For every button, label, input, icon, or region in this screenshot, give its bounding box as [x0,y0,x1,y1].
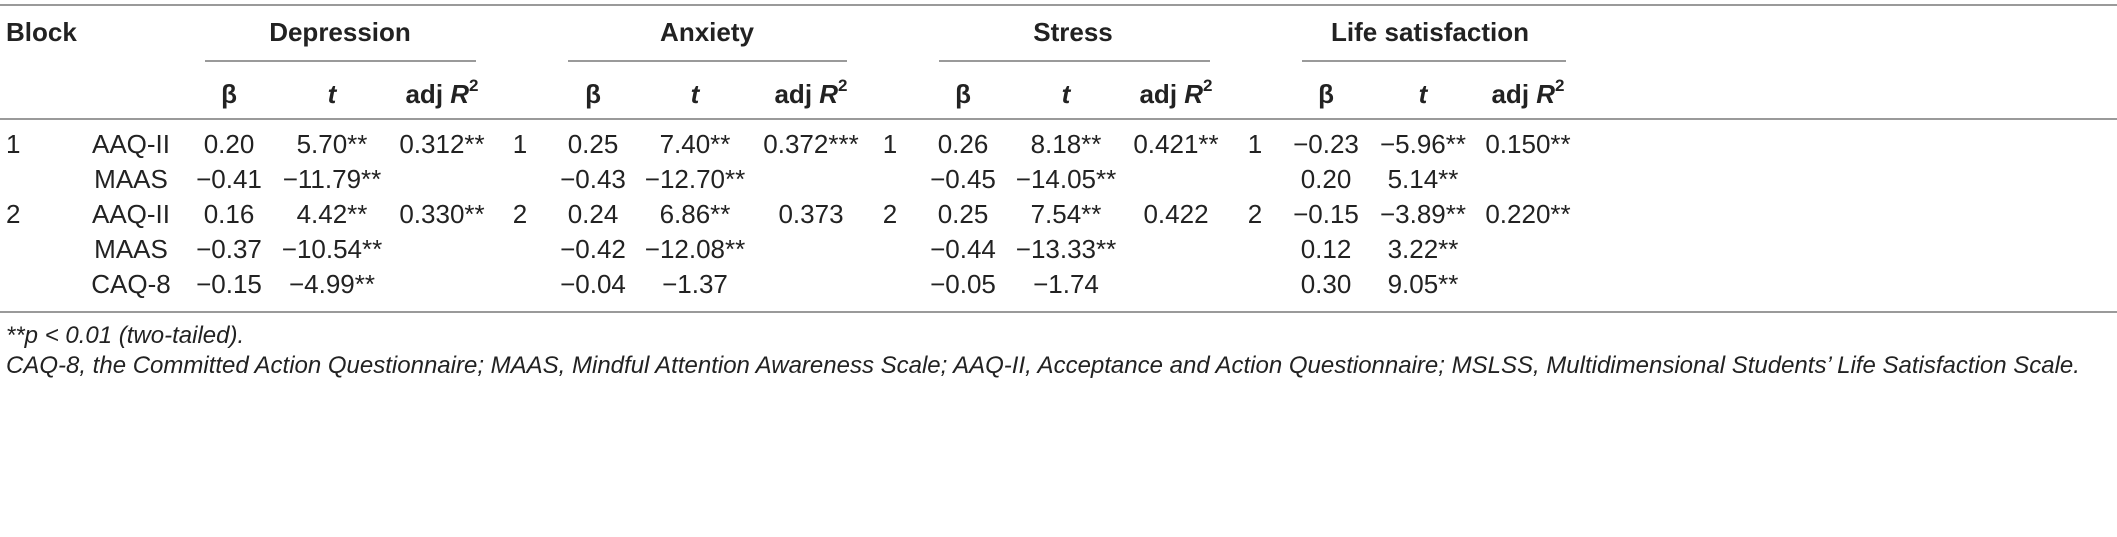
beta-anxiety: 0.24 [567,199,619,229]
t-anxiety: −12.70** [644,164,746,194]
bottom-rule [0,311,2117,313]
adjr2-header-depression: adj R2 [405,76,479,109]
group-block-number: 2 [882,199,898,229]
beta-anxiety: 0.25 [567,129,619,159]
beta-anxiety: −0.42 [560,234,626,264]
group-header-anxiety: Anxiety [660,17,754,47]
adjr2-depression: 0.312** [399,129,485,159]
beta-header-anxiety: β [585,79,601,109]
t-anxiety: −12.08** [644,234,746,264]
t-header-depression: t [327,79,337,109]
adjr2-anxiety: 0.373 [778,199,844,229]
significance-note: **p < 0.01 (two-tailed). [6,322,245,349]
beta-stress: 0.25 [937,199,989,229]
adjr2-depression: 0.330** [399,199,485,229]
beta-life-satisfaction: 0.20 [1300,164,1352,194]
adjr2-life-satisfaction: 0.150** [1485,129,1571,159]
adjr2-sup: 2 [1203,76,1213,96]
beta-header-depression: β [221,79,237,109]
group-underline-life-satisfaction [1302,60,1566,62]
beta-stress: −0.05 [930,269,996,299]
predictor-label: AAQ-II [91,199,171,229]
adjr2-stress: 0.422 [1143,199,1209,229]
adjr2-r: R [1184,79,1204,109]
top-rule [0,4,2117,6]
t-depression: −10.54** [281,234,383,264]
t-anxiety: 6.86** [659,199,731,229]
group-block-number: 1 [1247,129,1263,159]
adjr2-header-anxiety: adj R2 [774,76,848,109]
adjr2-r: R [450,79,470,109]
group-header-depression: Depression [269,17,411,47]
t-header-life-satisfaction: t [1418,79,1428,109]
t-depression: 5.70** [296,129,368,159]
group-block-number: 2 [1247,199,1263,229]
adjr2-sup: 2 [469,76,479,96]
adjr2-stress: 0.421** [1133,129,1219,159]
adjr2-header-life-satisfaction: adj R2 [1491,76,1565,109]
group-block-number: 2 [512,199,528,229]
t-header-anxiety: t [690,79,700,109]
beta-depression: −0.37 [196,234,262,264]
t-stress: −14.05** [1015,164,1117,194]
t-depression: −11.79** [282,164,382,194]
beta-depression: 0.16 [203,199,255,229]
group-block-number: 1 [512,129,528,159]
beta-header-stress: β [955,79,971,109]
beta-anxiety: −0.04 [560,269,626,299]
abbreviations-note: CAQ-8, the Committed Action Questionnair… [6,352,2080,379]
adjr2-prefix: adj [1491,79,1537,109]
group-underline-stress [939,60,1210,62]
predictor-label: MAAS [94,164,168,194]
beta-depression: −0.41 [196,164,262,194]
beta-stress: −0.44 [930,234,996,264]
block-number: 1 [6,129,21,159]
adjr2-life-satisfaction: 0.220** [1485,199,1571,229]
beta-depression: 0.20 [203,129,255,159]
t-depression: −4.99** [288,269,376,299]
adjr2-prefix: adj [405,79,451,109]
adjr2-r: R [819,79,839,109]
adjr2-prefix: adj [774,79,820,109]
beta-life-satisfaction: 0.30 [1300,269,1352,299]
beta-stress: 0.26 [937,129,989,159]
t-stress: 7.54** [1030,199,1102,229]
t-stress: −1.74 [1033,269,1099,299]
t-life-satisfaction: −5.96** [1379,129,1467,159]
t-header-stress: t [1061,79,1071,109]
block-header: Block [6,17,77,47]
beta-depression: −0.15 [196,269,262,299]
t-life-satisfaction: 9.05** [1387,269,1459,299]
group-header-life-satisfaction: Life satisfaction [1331,17,1529,47]
beta-life-satisfaction: −0.23 [1293,129,1359,159]
group-underline-anxiety [568,60,847,62]
adjr2-sup: 2 [838,76,848,96]
beta-header-life-satisfaction: β [1318,79,1334,109]
adjr2-prefix: adj [1139,79,1185,109]
t-anxiety: −1.37 [662,269,728,299]
t-depression: 4.42** [296,199,368,229]
t-anxiety: 7.40** [659,129,731,159]
t-life-satisfaction: 5.14** [1387,164,1459,194]
block-number: 2 [6,199,21,229]
beta-life-satisfaction: −0.15 [1293,199,1359,229]
t-stress: −13.33** [1015,234,1117,264]
predictor-label: AAQ-II [91,129,171,159]
predictor-label: MAAS [94,234,168,264]
adjr2-anxiety: 0.372*** [763,129,859,159]
adjr2-header-stress: adj R2 [1139,76,1213,109]
beta-stress: −0.45 [930,164,996,194]
t-life-satisfaction: −3.89** [1379,199,1467,229]
header-rule [0,118,2117,120]
group-header-stress: Stress [1033,17,1113,47]
beta-anxiety: −0.43 [560,164,626,194]
t-stress: 8.18** [1030,129,1102,159]
beta-life-satisfaction: 0.12 [1300,234,1352,264]
t-life-satisfaction: 3.22** [1387,234,1459,264]
predictor-label: CAQ-8 [91,269,171,299]
group-underline-depression [205,60,476,62]
adjr2-sup: 2 [1555,76,1565,96]
group-block-number: 1 [882,129,898,159]
adjr2-r: R [1536,79,1556,109]
